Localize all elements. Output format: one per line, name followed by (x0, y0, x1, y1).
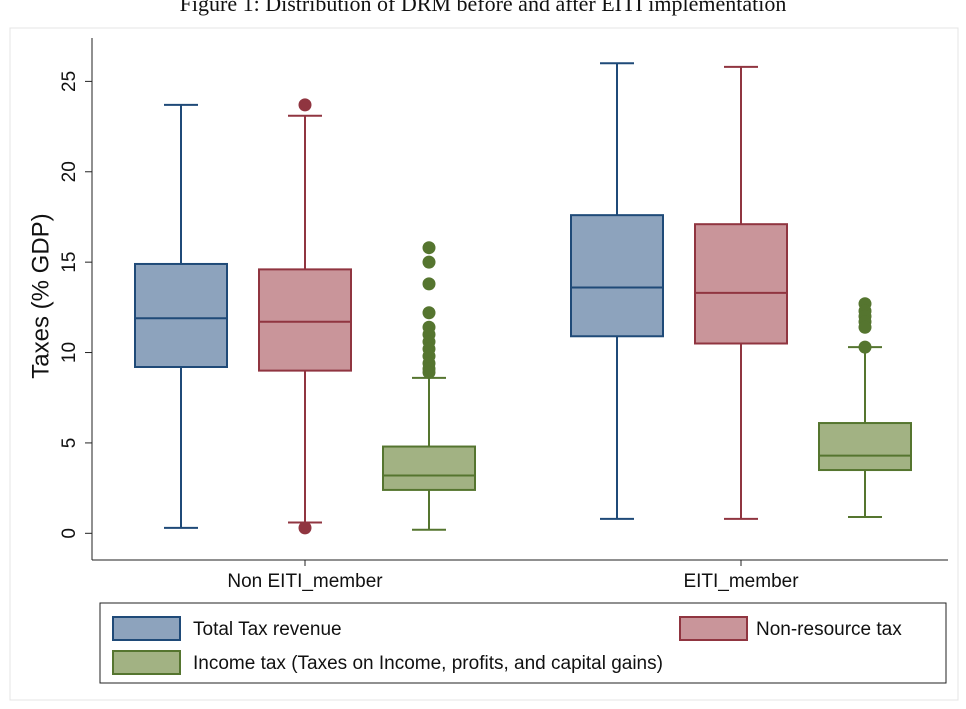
box (694, 223, 788, 345)
legend-label: Income tax (Taxes on Income, profits, an… (193, 653, 663, 674)
y-tick-label: 0 (59, 528, 80, 539)
x-tick-label: Non EITI_member (227, 571, 383, 592)
outlier (422, 306, 436, 320)
outlier (422, 255, 436, 269)
y-tick-label: 15 (59, 252, 80, 273)
outlier (858, 340, 872, 354)
y-tick-label: 20 (59, 161, 80, 182)
outlier (422, 277, 436, 291)
outlier (422, 241, 436, 255)
y-tick-label: 10 (59, 342, 80, 363)
legend-swatch (112, 650, 181, 675)
graph-frame (9, 27, 959, 701)
legend-swatch (112, 616, 181, 641)
outlier (298, 98, 312, 112)
y-tick-label: 5 (59, 438, 80, 449)
legend-swatch (679, 616, 748, 641)
outlier (858, 320, 872, 334)
box (818, 422, 912, 472)
legend (99, 602, 947, 684)
box (258, 268, 352, 372)
outlier (422, 365, 436, 379)
chart-title: Figure 1: Distribution of DRM before and… (180, 0, 787, 16)
box (570, 214, 664, 338)
y-tick-label: 25 (59, 71, 80, 92)
outlier (298, 521, 312, 535)
box (382, 445, 476, 491)
x-tick-label: EITI_member (683, 571, 799, 592)
y-axis-label: Taxes (% GDP) (27, 213, 54, 378)
box (134, 262, 228, 369)
legend-label: Non-resource tax (756, 619, 902, 640)
legend-label: Total Tax revenue (193, 619, 342, 640)
